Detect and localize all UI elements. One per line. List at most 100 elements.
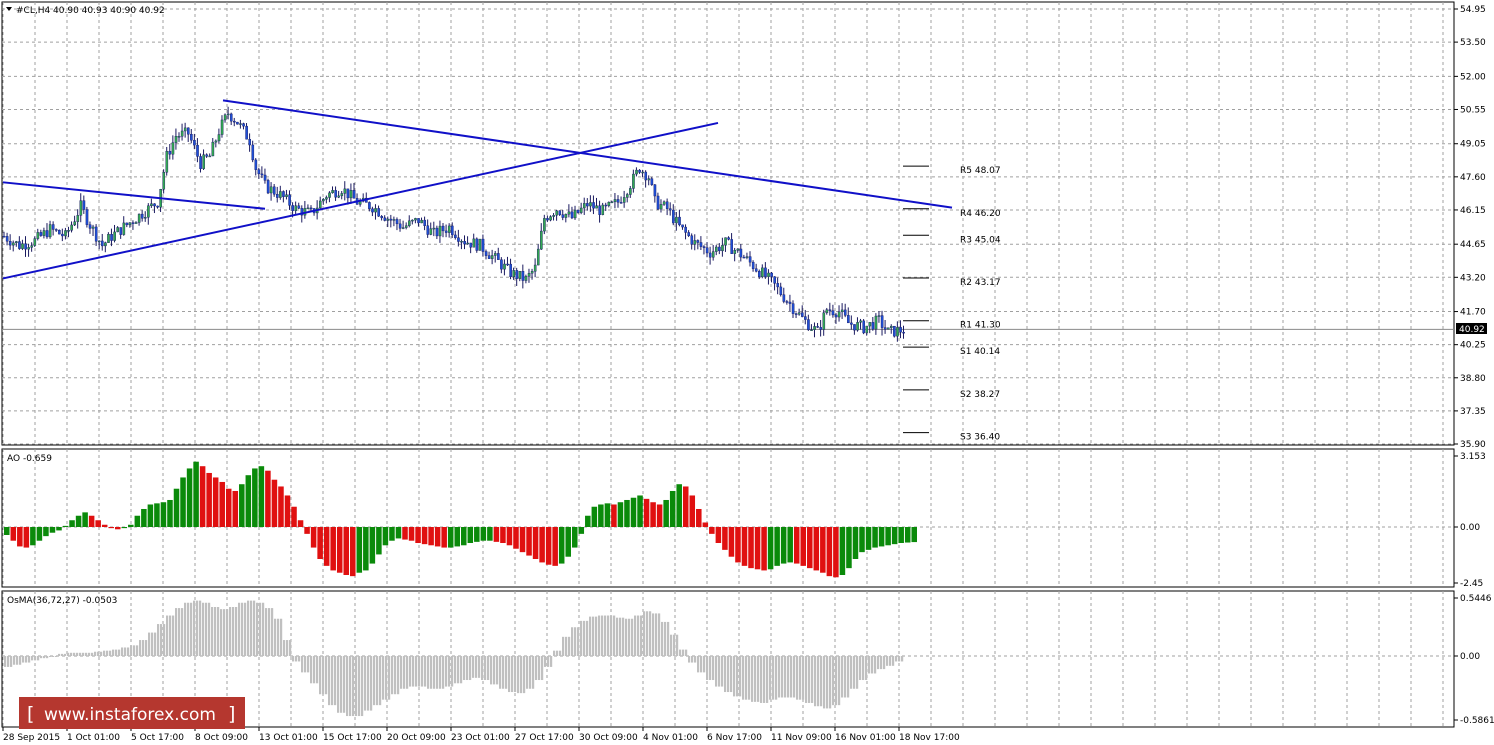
- candle-body: [770, 272, 773, 277]
- osma-bar: [781, 656, 784, 698]
- candle-body: [711, 251, 715, 258]
- candle-body: [822, 312, 826, 330]
- osma-bar: [817, 656, 820, 707]
- candle-body: [678, 216, 681, 226]
- candle-body: [837, 311, 841, 318]
- osma-bar: [604, 615, 607, 656]
- candle-body: [242, 123, 245, 127]
- candle-body: [374, 208, 377, 213]
- candle-body: [398, 223, 402, 229]
- candle-body: [171, 142, 175, 155]
- osma-bar: [277, 618, 280, 656]
- time-tick-label: 27 Oct 17:00: [515, 733, 574, 743]
- candle-body: [39, 232, 43, 236]
- osma-bar: [22, 656, 25, 663]
- candle-body: [555, 210, 558, 216]
- ao-bar: [336, 527, 343, 573]
- osma-bar: [61, 653, 64, 656]
- ao-histogram: [4, 461, 917, 578]
- osma-bar: [382, 656, 385, 700]
- candle-body: [42, 230, 46, 236]
- ao-bar: [761, 527, 767, 571]
- dropdown-arrow-icon[interactable]: [6, 7, 12, 11]
- osma-bar: [544, 656, 547, 667]
- candle-body: [254, 159, 258, 170]
- candle-body: [177, 136, 181, 138]
- candle-body: [675, 216, 678, 224]
- price-tick-label: 43.20: [1460, 273, 1486, 283]
- candle-body: [288, 194, 291, 206]
- ao-bar: [43, 527, 49, 537]
- osma-bar: [625, 618, 628, 656]
- candle-body: [147, 205, 150, 218]
- osma-bar: [355, 656, 358, 717]
- osma-bar: [43, 656, 46, 659]
- osma-bar: [265, 608, 268, 656]
- osma-bar: [661, 621, 664, 656]
- candle-body: [119, 227, 123, 235]
- ao-bar: [826, 527, 833, 577]
- osma-bar: [256, 602, 259, 656]
- osma-bar: [148, 632, 151, 656]
- candle-body: [638, 169, 641, 173]
- osma-bar: [628, 618, 631, 656]
- candle-body: [816, 326, 819, 328]
- osma-bar: [565, 636, 568, 656]
- candle-body: [478, 238, 482, 251]
- watermark-text: www.instaforex.com: [44, 705, 216, 725]
- ao-bar: [369, 527, 376, 564]
- candle-body: [417, 218, 420, 224]
- candle-body: [601, 204, 605, 215]
- candle-body: [883, 327, 887, 330]
- pivot-label: S2 38.27: [960, 390, 1000, 400]
- candle-body: [82, 200, 86, 210]
- osma-bar: [301, 656, 304, 673]
- osma-bar: [871, 656, 874, 674]
- osma-bar: [400, 656, 403, 689]
- candle-body: [754, 268, 758, 272]
- candle-body: [101, 240, 104, 247]
- osma-bar: [352, 656, 355, 717]
- candle-body: [874, 315, 878, 330]
- pivot-levels: R5 48.07 R4 46.20 R3 45.04 R2 43.17 R1 41.30…: [903, 165, 1001, 443]
- osma-bar: [373, 656, 376, 706]
- osma-bar: [712, 656, 715, 681]
- osma-bar: [694, 656, 697, 663]
- osma-bar: [853, 656, 856, 689]
- price-tick-label: 54.95: [1460, 5, 1486, 15]
- osma-bar: [100, 651, 103, 656]
- candle-body: [202, 154, 205, 169]
- candle-body: [782, 294, 786, 302]
- ao-bar: [108, 527, 114, 529]
- osma-bar: [184, 602, 187, 656]
- osma-bar: [529, 656, 532, 689]
- ao-bar: [317, 527, 323, 559]
- ao-bar: [852, 527, 859, 559]
- candle-body: [490, 255, 494, 259]
- candle-body: [641, 171, 644, 174]
- ao-bar: [356, 527, 363, 573]
- ao-bar: [363, 527, 369, 571]
- candle-body: [383, 217, 387, 221]
- ao-bar: [284, 495, 291, 527]
- osma-bar: [541, 656, 544, 681]
- candle-body: [831, 310, 835, 316]
- ao-bar: [676, 484, 682, 527]
- osma-bar: [478, 656, 481, 678]
- candle-body: [285, 194, 288, 197]
- osma-bar: [322, 656, 325, 695]
- candle-body: [500, 259, 503, 270]
- osma-bar: [121, 647, 124, 656]
- ao-bar: [265, 470, 271, 527]
- ao-bar: [199, 466, 206, 527]
- time-tick-label: 28 Sep 2015: [3, 733, 60, 743]
- ao-bar: [820, 527, 826, 573]
- osma-bar: [79, 652, 82, 656]
- ao-bar: [735, 527, 741, 563]
- candle-body: [325, 197, 328, 200]
- ao-bar: [663, 499, 669, 527]
- osma-bar: [115, 649, 118, 656]
- candle-body: [724, 237, 727, 246]
- candle-body: [684, 226, 687, 233]
